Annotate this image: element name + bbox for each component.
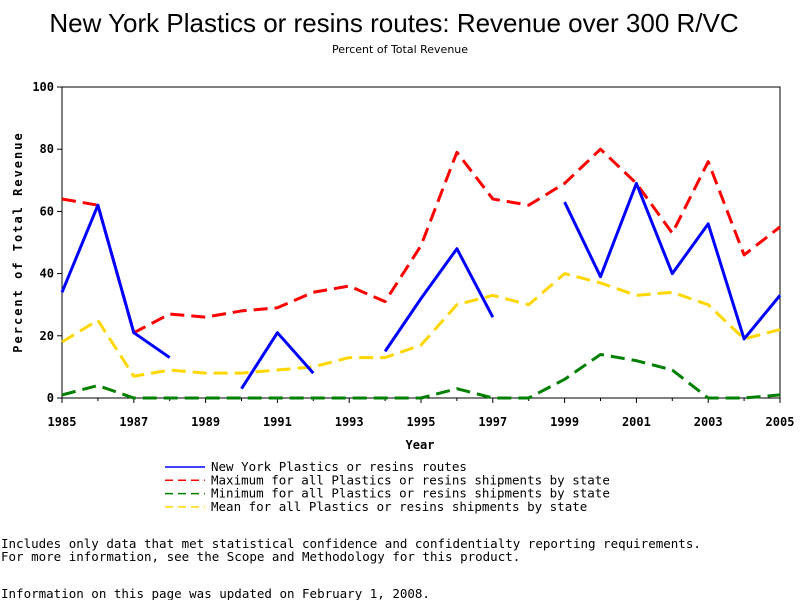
- series-line-2: [61, 352, 781, 400]
- y-tick-label: 40: [40, 267, 54, 281]
- plot-area-frame: [61, 86, 781, 399]
- x-tick-label: 2005: [766, 415, 795, 429]
- y-tick-label: 80: [40, 142, 54, 156]
- x-axis-label: Year: [406, 438, 435, 452]
- series-line-0: [383, 247, 495, 353]
- x-axis: 1985 1987 1989 1991 1993 1995 1997 1999 2001 2003…: [48, 398, 795, 429]
- x-tick-label: 1987: [119, 415, 148, 429]
- y-tick-label: 60: [40, 204, 54, 218]
- series-lines: [60, 147, 782, 400]
- footnote-updated: Information on this page was updated on …: [1, 586, 430, 600]
- series-line-1: [61, 147, 781, 335]
- x-tick-label: 1985: [48, 415, 77, 429]
- chart-subtitle: Percent of Total Revenue: [332, 43, 468, 56]
- x-tick-label: 1997: [478, 415, 507, 429]
- series-line-3: [61, 272, 781, 378]
- y-tick-label: 0: [47, 391, 54, 405]
- x-tick-label: 2003: [694, 415, 723, 429]
- legend: New York Plastics or resins routesMaximu…: [165, 459, 610, 514]
- legend-label-1: Maximum for all Plastics or resins shipm…: [211, 472, 610, 487]
- footnote-requirements: Includes only data that met statistical …: [1, 536, 701, 551]
- legend-label-0: New York Plastics or resins routes: [211, 459, 467, 474]
- series-line-0: [240, 331, 315, 390]
- y-axis-label: Percent of Total Revenue: [11, 131, 25, 352]
- x-tick-label: 1991: [263, 415, 292, 429]
- footnote-methodology: For more information, see the Scope and …: [1, 549, 520, 564]
- x-tick-label: 1989: [191, 415, 220, 429]
- x-tick-label: 1999: [550, 415, 579, 429]
- series-line-0: [563, 181, 782, 341]
- chart-title: New York Plastics or resins routes: Reve…: [49, 8, 738, 38]
- x-tick-label: 1993: [335, 415, 364, 429]
- x-tick-label: 1995: [407, 415, 436, 429]
- legend-label-3: Mean for all Plastics or resins shipment…: [211, 499, 587, 514]
- series-line-0: [60, 203, 171, 359]
- y-tick-label: 100: [32, 80, 54, 94]
- y-tick-label: 20: [40, 329, 54, 343]
- legend-label-2: Minimum for all Plastics or resins shipm…: [211, 486, 610, 501]
- y-axis: 0 20 40 60 80 100: [32, 80, 62, 405]
- x-tick-label: 2001: [622, 415, 651, 429]
